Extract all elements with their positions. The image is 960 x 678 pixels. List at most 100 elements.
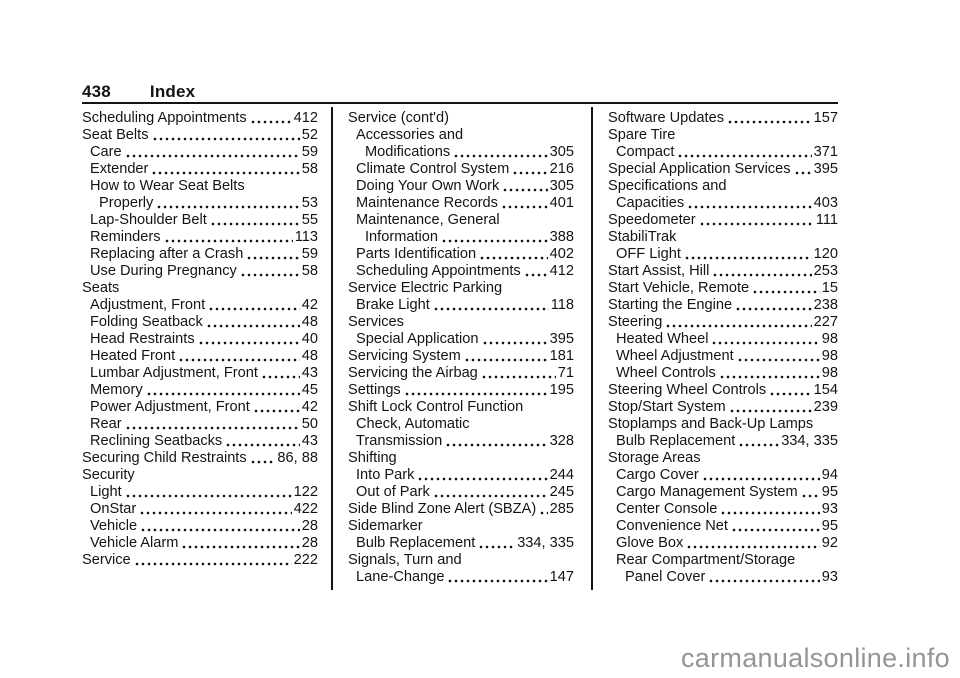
index-entry: Wheel Adjustment 98 [608, 348, 838, 365]
dot-leader [208, 307, 300, 311]
entry-text: Reminders [90, 229, 161, 245]
index-entry: OFF Light 120 [608, 246, 838, 263]
entry-text: Power Adjustment, Front [90, 399, 250, 415]
dot-leader [453, 154, 548, 158]
dot-leader [677, 154, 812, 158]
entry-page-number: 59 [301, 246, 318, 262]
dot-leader [502, 188, 548, 192]
entry-page-number: 93 [821, 569, 838, 585]
index-entry: Brake Light 118 [348, 297, 574, 314]
dot-leader [163, 239, 293, 243]
dot-leader [752, 290, 820, 294]
entry-text: Specifications and [608, 178, 727, 194]
index-entry: Heated Front 48 [82, 348, 318, 365]
entry-text: Software Updates [608, 110, 725, 126]
dot-leader [252, 409, 300, 413]
entry-page-number: 98 [821, 331, 838, 347]
entry-text: Steering Wheel Controls [608, 382, 767, 398]
entry-page-number: 86, 88 [277, 450, 318, 466]
entry-text: Doing Your Own Work [356, 178, 500, 194]
page-title: Index [149, 82, 196, 101]
entry-text: Properly [99, 195, 154, 211]
dot-leader [124, 426, 300, 430]
index-entry: Lap-Shoulder Belt 55 [82, 212, 318, 229]
entry-text: Seats [82, 280, 120, 296]
dot-leader [736, 358, 820, 362]
entry-text: Maintenance Records [356, 195, 498, 211]
entry-text: Special Application [356, 331, 479, 347]
index-entry: Memory 45 [82, 382, 318, 399]
entry-page-number: 154 [813, 382, 838, 398]
entry-text: Vehicle Alarm [90, 535, 179, 551]
entry-text: Head Restraints [90, 331, 195, 347]
dot-leader [441, 239, 548, 243]
entry-text: Wheel Controls [616, 365, 716, 381]
entry-page-number: 403 [813, 195, 838, 211]
index-entry: Maintenance Records 401 [348, 195, 574, 212]
entry-text: Heated Wheel [616, 331, 709, 347]
entry-text: Maintenance, General [356, 212, 500, 228]
dot-leader [769, 392, 812, 396]
dot-leader [151, 137, 300, 141]
entry-text: Securing Child Restraints [82, 450, 247, 466]
entry-page-number: 157 [813, 110, 838, 126]
entry-page-number: 334, 335 [517, 535, 574, 551]
dot-leader [480, 375, 556, 379]
entry-page-number: 120 [813, 246, 838, 262]
index-entry: Doing Your Own Work 305 [348, 178, 574, 195]
index-entry: Adjustment, Front 42 [82, 297, 318, 314]
dot-leader [738, 443, 780, 447]
index-entry: Vehicle Alarm 28 [82, 535, 318, 552]
index-entry: Folding Seatback 48 [82, 314, 318, 331]
entry-text: Shifting [348, 450, 397, 466]
index-entry: Information 388 [348, 229, 574, 246]
entry-page-number: 239 [813, 399, 838, 415]
index-entry: Seats [82, 280, 318, 297]
entry-text: Storage Areas [608, 450, 701, 466]
index-column-left: Scheduling Appointments 412 Seat Belts 52 Ca… [82, 110, 318, 569]
entry-text: Adjustment, Front [90, 297, 206, 313]
index-entry: Start Assist, Hill 253 [608, 263, 838, 280]
entry-text: Cargo Management System [616, 484, 798, 500]
entry-page-number: 401 [549, 195, 574, 211]
dot-leader [698, 222, 814, 226]
entry-text: Center Console [616, 501, 718, 517]
entry-text: Sidemarker [348, 518, 423, 534]
entry-text: OFF Light [616, 246, 681, 262]
dot-leader [478, 545, 516, 549]
entry-page-number: 395 [549, 331, 574, 347]
entry-text: Start Vehicle, Remote [608, 280, 750, 296]
entry-text: Service [82, 552, 131, 568]
index-entry: Light 122 [82, 484, 318, 501]
dot-leader [205, 324, 300, 328]
entry-page-number: 71 [557, 365, 574, 381]
entry-page-number: 50 [301, 416, 318, 432]
index-entry: Replacing after a Crash 59 [82, 246, 318, 263]
dot-leader [712, 273, 812, 277]
index-entry: Scheduling Appointments 412 [348, 263, 574, 280]
entry-page-number: 59 [301, 144, 318, 160]
entry-text: Check, Automatic [356, 416, 470, 432]
entry-text: Signals, Turn and [348, 552, 462, 568]
dot-leader [124, 494, 292, 498]
entry-text: Parts Identification [356, 246, 477, 262]
dot-leader [683, 256, 812, 260]
index-entry: Specifications and [608, 178, 838, 195]
entry-page-number: 48 [301, 348, 318, 364]
entry-page-number: 371 [813, 144, 838, 160]
entry-text: Reclining Seatbacks [90, 433, 223, 449]
entry-page-number: 328 [549, 433, 574, 449]
watermark: carmanualsonline.info [681, 643, 950, 673]
entry-page-number: 58 [301, 263, 318, 279]
entry-text: Convenience Net [616, 518, 728, 534]
entry-page-number: 111 [815, 212, 838, 228]
index-entry: Lane-Change 147 [348, 569, 574, 586]
entry-text: Side Blind Zone Alert (SBZA) [348, 501, 537, 517]
entry-text: Compact [616, 144, 675, 160]
index-entry: Convenience Net 95 [608, 518, 838, 535]
index-entry: Extender 58 [82, 161, 318, 178]
dot-leader [686, 545, 820, 549]
entry-page-number: 94 [821, 467, 838, 483]
index-entry: Signals, Turn and [348, 552, 574, 569]
entry-text: StabiliTrak [608, 229, 677, 245]
